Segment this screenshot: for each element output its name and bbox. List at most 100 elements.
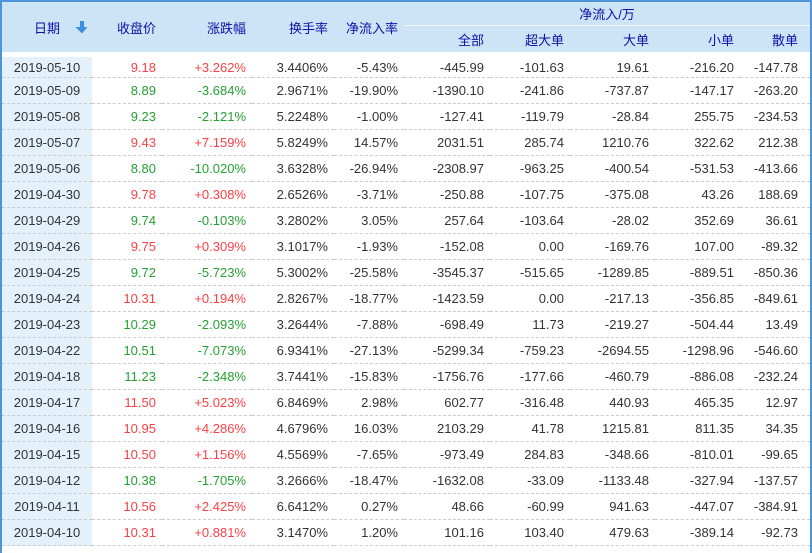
table-row: 2019-04-26 9.75 +0.309% 3.1017% -1.93% -152.0… bbox=[2, 234, 810, 260]
scattered-cell: 212.38 bbox=[740, 130, 810, 156]
inflow-rate-cell: -3.71% bbox=[334, 182, 404, 208]
table-row: 2019-04-11 10.56 +2.425% 6.6412% 0.27% 48.66-… bbox=[2, 494, 810, 520]
turnover-cell: 5.8249% bbox=[252, 130, 334, 156]
close-price-cell: 10.31 bbox=[92, 286, 162, 312]
table-row: 2019-04-18 11.23 -2.348% 3.7441% -15.83% -175… bbox=[2, 364, 810, 390]
scattered-cell: -384.91 bbox=[740, 494, 810, 520]
change-pct-cell: +7.159% bbox=[162, 130, 252, 156]
inflow-all-cell: -2308.97 bbox=[404, 156, 490, 182]
scattered-cell: -546.60 bbox=[740, 338, 810, 364]
scattered-cell: 12.97 bbox=[740, 390, 810, 416]
scattered-cell: -849.61 bbox=[740, 286, 810, 312]
close-price-cell: 9.18 bbox=[92, 52, 162, 78]
table-row: 2019-05-06 8.80 -10.020% 3.6328% -26.94% -230… bbox=[2, 156, 810, 182]
large-order-cell: -2694.55 bbox=[570, 338, 655, 364]
inflow-all-cell: -973.49 bbox=[404, 442, 490, 468]
date-cell: 2019-05-06 bbox=[2, 156, 92, 182]
turnover-cell: 6.6412% bbox=[252, 494, 334, 520]
large-order-cell: -28.84 bbox=[570, 104, 655, 130]
inflow-all-cell: -152.08 bbox=[404, 234, 490, 260]
inflow-all-cell: -698.49 bbox=[404, 312, 490, 338]
column-header-all: 全部 bbox=[404, 26, 490, 52]
large-order-cell: -737.87 bbox=[570, 78, 655, 104]
super-large-cell: -60.99 bbox=[490, 494, 570, 520]
date-cell: 2019-05-07 bbox=[2, 130, 92, 156]
super-large-cell: 11.73 bbox=[490, 312, 570, 338]
super-large-cell: -241.86 bbox=[490, 78, 570, 104]
close-price-cell: 9.78 bbox=[92, 182, 162, 208]
date-cell: 2019-04-25 bbox=[2, 260, 92, 286]
inflow-all-cell: 48.66 bbox=[404, 494, 490, 520]
large-order-cell: -348.66 bbox=[570, 442, 655, 468]
date-cell: 2019-04-24 bbox=[2, 286, 92, 312]
super-large-cell: -101.63 bbox=[490, 52, 570, 78]
inflow-all-cell: -127.41 bbox=[404, 104, 490, 130]
change-pct-cell: +1.156% bbox=[162, 442, 252, 468]
change-pct-cell: +4.286% bbox=[162, 416, 252, 442]
large-order-cell: -28.02 bbox=[570, 208, 655, 234]
scattered-cell: -413.66 bbox=[740, 156, 810, 182]
turnover-cell: 3.2666% bbox=[252, 468, 334, 494]
turnover-cell: 4.6796% bbox=[252, 416, 334, 442]
scattered-cell: 188.69 bbox=[740, 182, 810, 208]
inflow-all-cell: -445.99 bbox=[404, 52, 490, 78]
change-pct-cell: +2.425% bbox=[162, 494, 252, 520]
change-pct-cell: -2.121% bbox=[162, 104, 252, 130]
small-order-cell: -531.53 bbox=[655, 156, 740, 182]
table-row: 2019-05-09 8.89 -3.684% 2.9671% -19.90% -1390… bbox=[2, 78, 810, 104]
small-order-cell: -1298.96 bbox=[655, 338, 740, 364]
scattered-cell: 13.49 bbox=[740, 312, 810, 338]
date-cell: 2019-04-16 bbox=[2, 416, 92, 442]
table-row: 2019-05-07 9.43 +7.159% 5.8249% 14.57% 2031.5… bbox=[2, 130, 810, 156]
date-cell: 2019-04-22 bbox=[2, 338, 92, 364]
change-pct-cell: -1.705% bbox=[162, 468, 252, 494]
scattered-cell: -89.32 bbox=[740, 234, 810, 260]
date-cell: 2019-05-08 bbox=[2, 104, 92, 130]
small-order-cell: 465.35 bbox=[655, 390, 740, 416]
date-cell: 2019-04-15 bbox=[2, 442, 92, 468]
large-order-cell: 1210.76 bbox=[570, 130, 655, 156]
turnover-cell: 3.6328% bbox=[252, 156, 334, 182]
column-header-scattered: 散单 bbox=[740, 26, 810, 52]
super-large-cell: 285.74 bbox=[490, 130, 570, 156]
scattered-cell: -92.73 bbox=[740, 520, 810, 546]
inflow-rate-cell: -7.65% bbox=[334, 442, 404, 468]
sort-descending-icon[interactable] bbox=[75, 20, 89, 34]
change-pct-cell: -3.684% bbox=[162, 78, 252, 104]
date-cell: 2019-04-23 bbox=[2, 312, 92, 338]
turnover-cell: 3.4406% bbox=[252, 52, 334, 78]
large-order-cell: 19.61 bbox=[570, 52, 655, 78]
scattered-cell: -850.36 bbox=[740, 260, 810, 286]
turnover-cell: 3.1470% bbox=[252, 520, 334, 546]
super-large-cell: -119.79 bbox=[490, 104, 570, 130]
change-pct-cell: +0.881% bbox=[162, 520, 252, 546]
table-row: 2019-04-29 9.74 -0.103% 3.2802% 3.05% 257.64-… bbox=[2, 208, 810, 234]
scattered-cell: -137.57 bbox=[740, 468, 810, 494]
column-header-inflow-rate: 净流入率 bbox=[334, 2, 404, 52]
close-price-cell: 10.50 bbox=[92, 442, 162, 468]
change-pct-cell: +0.308% bbox=[162, 182, 252, 208]
super-large-cell: 103.40 bbox=[490, 520, 570, 546]
change-pct-cell: +3.262% bbox=[162, 52, 252, 78]
super-large-cell: -177.66 bbox=[490, 364, 570, 390]
column-group-header-net-inflow: 净流入/万 bbox=[404, 2, 810, 26]
inflow-rate-cell: -25.58% bbox=[334, 260, 404, 286]
column-header-date[interactable]: 日期 bbox=[2, 2, 92, 52]
column-header-turnover: 换手率 bbox=[252, 2, 334, 52]
inflow-rate-cell: -1.93% bbox=[334, 234, 404, 260]
column-header-change: 涨跌幅 bbox=[162, 2, 252, 52]
close-price-cell: 8.80 bbox=[92, 156, 162, 182]
date-cell: 2019-04-10 bbox=[2, 520, 92, 546]
scattered-cell: -99.65 bbox=[740, 442, 810, 468]
table-header: 日期 收盘价 涨跌幅 换手率 净流入率 净流入/万 全部 超大单 大单 小单 散… bbox=[2, 2, 810, 52]
inflow-rate-cell: -19.90% bbox=[334, 78, 404, 104]
close-price-cell: 8.89 bbox=[92, 78, 162, 104]
date-cell: 2019-04-11 bbox=[2, 494, 92, 520]
inflow-all-cell: 257.64 bbox=[404, 208, 490, 234]
table-row: 2019-04-15 10.50 +1.156% 4.5569% -7.65% -973.… bbox=[2, 442, 810, 468]
inflow-rate-cell: -1.00% bbox=[334, 104, 404, 130]
large-order-cell: -1133.48 bbox=[570, 468, 655, 494]
inflow-all-cell: 101.16 bbox=[404, 520, 490, 546]
table-row: 2019-04-30 9.78 +0.308% 2.6526% -3.71% -250.8… bbox=[2, 182, 810, 208]
change-pct-cell: +5.023% bbox=[162, 390, 252, 416]
